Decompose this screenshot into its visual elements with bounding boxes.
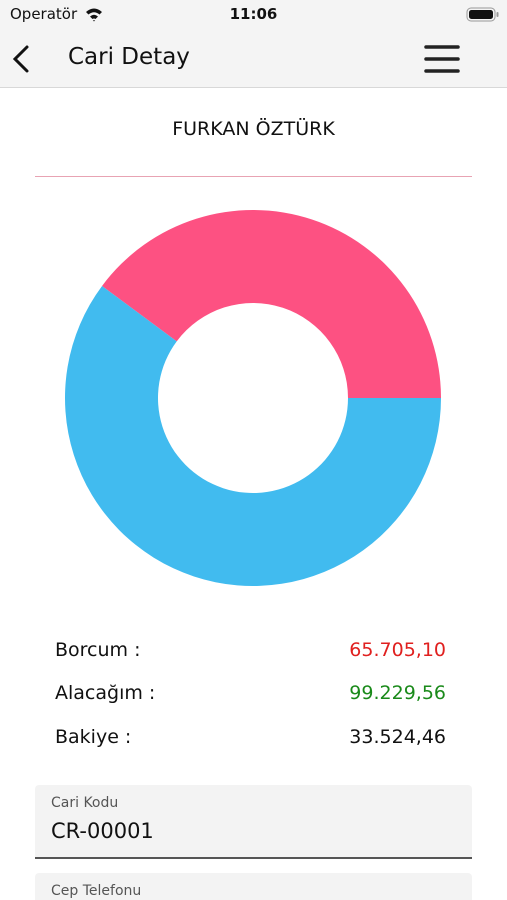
divider xyxy=(35,176,472,177)
row-label: Alacağım : xyxy=(55,682,156,704)
wifi-icon xyxy=(86,8,102,22)
field-label: Cep Telefonu xyxy=(51,883,142,899)
carrier: Operatör xyxy=(10,5,78,23)
nav-title: Cari Detay xyxy=(68,44,190,70)
text-field[interactable]: Cep Telefonu xyxy=(35,873,472,900)
summary-row: Bakiye : 33.524,46 xyxy=(55,722,446,752)
row-label: Borcum : xyxy=(55,639,141,661)
customer-name: FURKAN ÖZTÜRK xyxy=(172,118,335,140)
clock: 11:06 xyxy=(229,5,278,23)
row-label: Bakiye : xyxy=(55,726,132,748)
summary-row: Alacağım : 99.229,56 xyxy=(55,678,446,708)
menu-button[interactable] xyxy=(424,44,460,74)
status-bar: Operatör 11:06 xyxy=(0,0,507,30)
battery-icon xyxy=(466,7,499,22)
field-label: Cari Kodu xyxy=(51,795,119,811)
donut-chart xyxy=(64,210,441,586)
text-field[interactable]: Cari Kodu CR-00001 xyxy=(35,785,472,859)
summary-row: Borcum : 65.705,10 xyxy=(55,635,446,665)
donut-segment xyxy=(64,285,441,586)
nav-bar: Cari Detay xyxy=(0,30,507,88)
row-value: 65.705,10 xyxy=(349,639,446,661)
donut-segment xyxy=(102,210,441,398)
row-value: 33.524,46 xyxy=(349,726,446,748)
field-value: CR-00001 xyxy=(51,819,154,843)
back-button[interactable] xyxy=(10,44,34,74)
row-value: 99.229,56 xyxy=(349,682,446,704)
